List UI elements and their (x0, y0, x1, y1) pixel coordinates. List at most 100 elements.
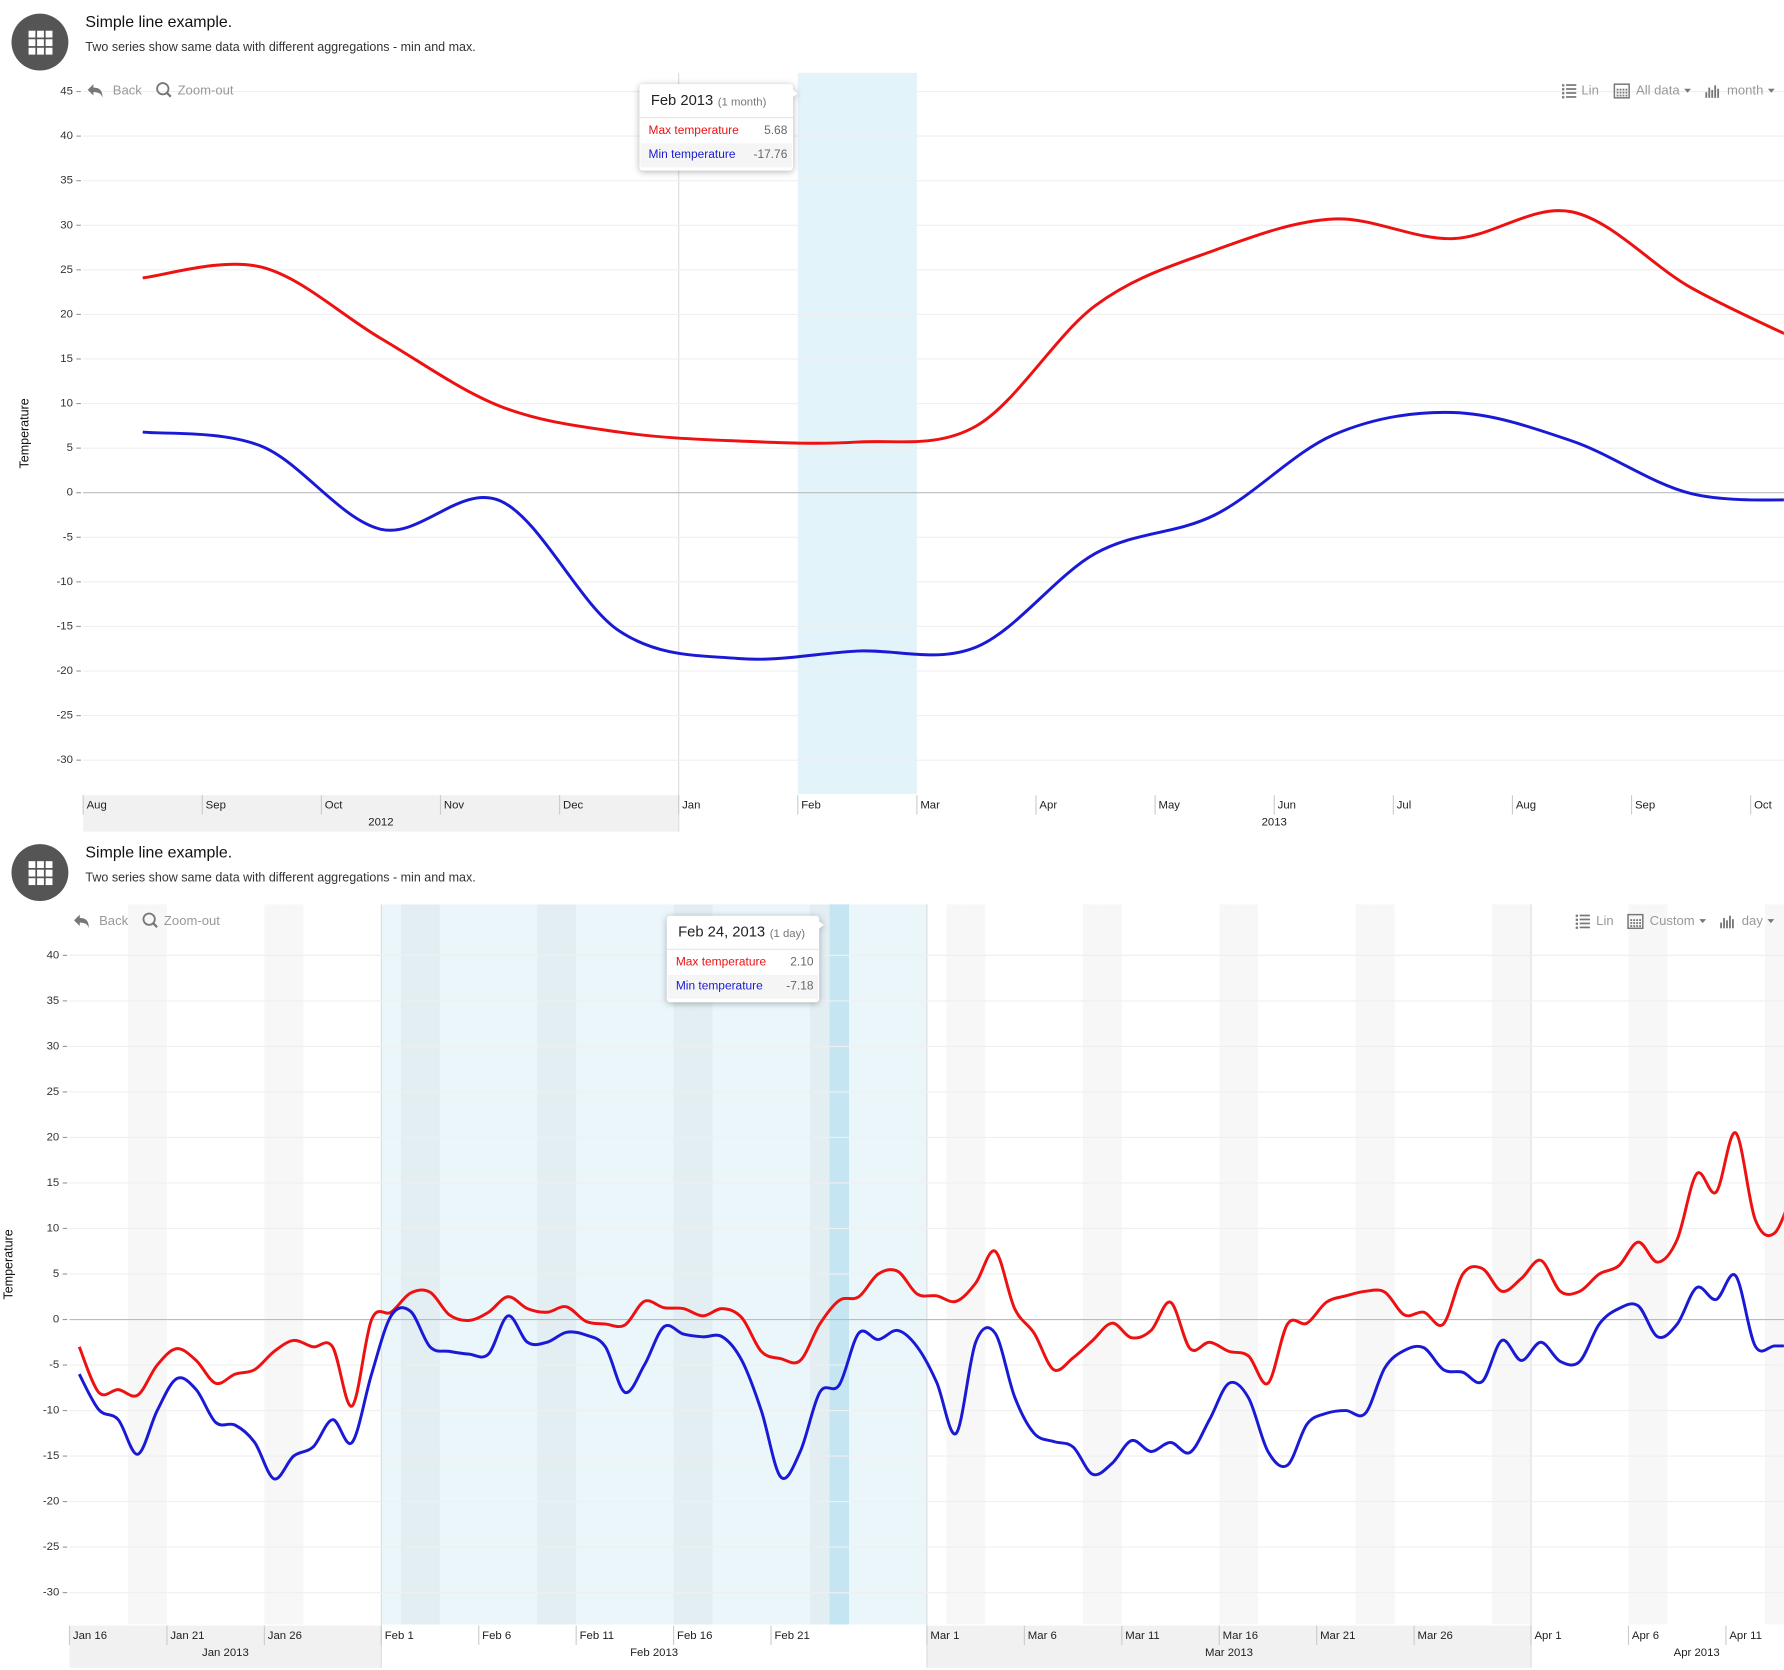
range-icon[interactable] (1622, 91, 1625, 94)
tooltip-series-name: Max temperature (649, 123, 740, 137)
scale-icon[interactable] (1566, 84, 1577, 86)
y-tick-label: 30 (60, 219, 73, 231)
scale-button[interactable]: Lin (1596, 913, 1613, 928)
range-icon[interactable] (1616, 88, 1619, 91)
x-group-label: 2013 (1262, 816, 1287, 828)
range-icon[interactable] (1627, 913, 1644, 930)
y-tick-label: -20 (57, 665, 73, 677)
zoom-out-icon[interactable] (152, 922, 158, 928)
range-icon[interactable] (1625, 88, 1628, 91)
tooltip-value: 5.68 (764, 123, 788, 137)
scale-icon[interactable] (1579, 922, 1590, 925)
interval-button[interactable]: month (1727, 82, 1763, 97)
x-tick-label: Feb 6 (482, 1630, 511, 1642)
range-icon[interactable] (1616, 94, 1619, 97)
range-icon[interactable] (1619, 91, 1622, 94)
back-button[interactable]: Back (99, 913, 129, 928)
scale-icon[interactable] (1575, 926, 1578, 929)
weekend-band (946, 904, 965, 1624)
interval-icon[interactable] (1708, 87, 1711, 98)
zoom-out-icon[interactable] (142, 912, 156, 926)
range-icon[interactable] (1613, 83, 1630, 99)
range-icon[interactable] (1625, 91, 1628, 94)
interval-icon[interactable] (1714, 85, 1717, 98)
y-tick-label: -30 (57, 754, 73, 766)
range-button[interactable]: All data (1636, 82, 1680, 97)
y-tick-label: -10 (43, 1405, 59, 1417)
interval-icon[interactable] (1726, 920, 1728, 929)
scale-icon[interactable] (1566, 88, 1577, 90)
tooltip-row: Min temperature -7.18 (667, 974, 819, 999)
range-icon[interactable] (1633, 919, 1636, 922)
range-button[interactable]: Custom (1650, 913, 1695, 928)
scale-icon[interactable] (1562, 84, 1565, 87)
x-tick-label: Oct (325, 799, 344, 811)
interval-icon[interactable] (1729, 915, 1731, 929)
range-icon[interactable] (1633, 922, 1636, 924)
interval-icon[interactable] (1711, 89, 1714, 98)
range-icon[interactable] (1636, 925, 1639, 927)
range-caret[interactable] (1699, 919, 1707, 924)
tooltip-row: Max temperature 2.10 (676, 955, 814, 969)
zoom-out-icon[interactable] (165, 91, 172, 98)
range-icon[interactable] (1619, 94, 1622, 97)
tooltip-title: Feb 2013 (651, 93, 713, 109)
range-icon[interactable] (1616, 91, 1619, 94)
chart-title: Simple line example. (85, 14, 232, 31)
range-icon[interactable] (1630, 922, 1633, 924)
range-icon[interactable] (1630, 925, 1633, 927)
scale-icon[interactable] (1575, 918, 1578, 921)
interval-icon[interactable] (1732, 919, 1734, 929)
x-tick-label: Jul (1397, 799, 1412, 811)
chart: Simple line example. Two series show same… (2, 844, 1784, 1668)
y-tick-label: 20 (47, 1131, 60, 1143)
y-tick-label: 45 (60, 86, 73, 98)
scale-icon[interactable] (1575, 914, 1578, 917)
zoom-out-button[interactable]: Zoom-out (164, 913, 220, 928)
scale-icon[interactable] (1566, 96, 1577, 98)
scale-icon[interactable] (1579, 914, 1590, 917)
back-button[interactable]: Back (113, 82, 143, 97)
range-icon[interactable] (1633, 925, 1636, 927)
interval-icon[interactable] (1720, 922, 1722, 929)
range-icon[interactable] (1636, 919, 1639, 922)
scale-icon[interactable] (1562, 96, 1565, 99)
back-icon[interactable] (74, 914, 89, 929)
x-tick-label: Aug (87, 799, 107, 811)
range-icon[interactable] (1639, 925, 1641, 927)
scale-button[interactable]: Lin (1581, 82, 1598, 97)
range-icon[interactable] (1639, 919, 1641, 922)
x-tick-label: Jan 26 (268, 1630, 302, 1642)
series-line (77, 1273, 1784, 1481)
range-icon[interactable] (1630, 919, 1633, 922)
range-icon[interactable] (1622, 94, 1625, 97)
range-icon[interactable] (1619, 88, 1622, 91)
range-caret[interactable] (1684, 88, 1691, 93)
scale-icon[interactable] (1579, 918, 1590, 921)
scale-icon[interactable] (1566, 92, 1577, 94)
zoom-out-icon[interactable] (156, 82, 170, 96)
y-tick-label: -15 (43, 1450, 59, 1462)
interval-button[interactable]: day (1742, 913, 1764, 928)
interval-icon[interactable] (1723, 918, 1725, 929)
back-icon[interactable] (87, 84, 103, 98)
interval-caret[interactable] (1767, 919, 1775, 924)
tooltip-title: Feb 24, 2013 (678, 925, 765, 941)
y-tick-label: 35 (60, 175, 73, 187)
range-icon[interactable] (1625, 94, 1628, 97)
x-tick-label: Feb 1 (385, 1630, 414, 1642)
range-icon[interactable] (1622, 88, 1625, 91)
interval-icon[interactable] (1717, 88, 1720, 98)
scale-icon[interactable] (1575, 922, 1578, 925)
scale-icon[interactable] (1579, 926, 1590, 929)
interval-caret[interactable] (1767, 88, 1775, 93)
y-tick-label: 15 (47, 1177, 60, 1189)
scale-icon[interactable] (1562, 88, 1565, 91)
weekend-band (537, 904, 556, 1624)
scale-icon[interactable] (1562, 92, 1565, 95)
interval-icon[interactable] (1705, 92, 1708, 98)
range-icon[interactable] (1636, 922, 1639, 924)
zoom-out-button[interactable]: Zoom-out (178, 82, 234, 97)
tooltip-series-name: Min temperature (676, 978, 763, 992)
range-icon[interactable] (1639, 922, 1641, 924)
